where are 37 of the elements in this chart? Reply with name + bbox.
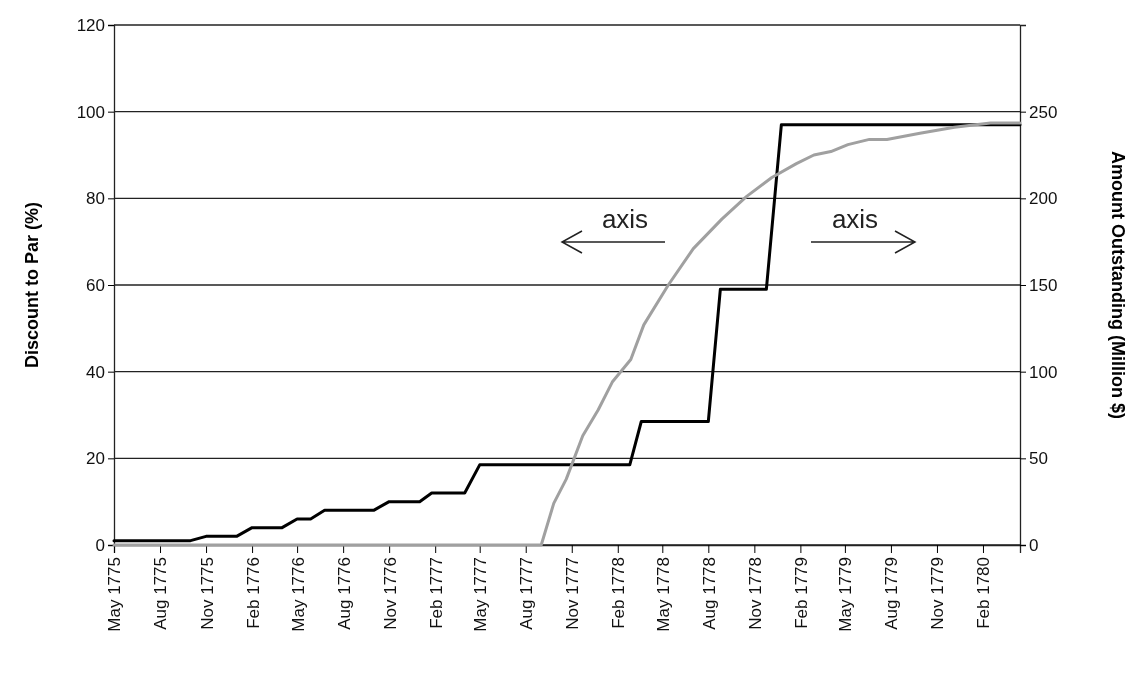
annotation: axis <box>831 204 879 234</box>
x-tick-label: Aug 1778 <box>699 557 719 630</box>
x-tick-label: Nov 1776 <box>380 557 400 630</box>
y-tick-label: 0 <box>95 535 105 555</box>
x-tick-label: Nov 1779 <box>928 557 948 630</box>
x-tick-label: May 1779 <box>836 557 856 632</box>
x-tick-label: May 1777 <box>471 557 491 632</box>
x-tick-label: Aug 1779 <box>882 557 902 630</box>
y-tick-label: 80 <box>86 189 105 209</box>
y2-tick-label: 250 <box>1029 102 1058 122</box>
y2-tick-label: 150 <box>1029 275 1058 295</box>
x-tick-label: Aug 1776 <box>334 557 354 630</box>
x-tick-label: Feb 1777 <box>426 557 446 629</box>
x-tick-label: Nov 1777 <box>563 557 583 630</box>
x-tick-label: Aug 1777 <box>517 557 537 630</box>
y2-tick-label: 50 <box>1029 449 1048 469</box>
x-tick-label: May 1775 <box>105 557 125 632</box>
x-tick-label: Feb 1780 <box>974 557 994 629</box>
x-tick-label: Nov 1775 <box>197 557 217 630</box>
y-axis-title: Discount to Par (%) <box>22 201 42 369</box>
x-tick-label: May 1778 <box>653 557 673 632</box>
y-tick-label: 40 <box>86 362 105 382</box>
y-tick-label: 60 <box>86 275 105 295</box>
x-tick-label: Aug 1775 <box>151 557 171 630</box>
y2-tick-label: 0 <box>1029 535 1039 555</box>
x-tick-label: Nov 1778 <box>745 557 765 630</box>
y2-axis-title: Amount Outstanding (Million $) <box>1108 151 1128 419</box>
y2-tick-label: 200 <box>1029 189 1058 209</box>
annotation: axis <box>601 204 649 234</box>
y2-tick-label: 100 <box>1029 362 1058 382</box>
x-tick-label: Feb 1779 <box>791 557 811 629</box>
x-tick-label: May 1776 <box>288 557 308 632</box>
y-tick-label: 20 <box>86 449 105 469</box>
x-tick-label: Feb 1778 <box>609 557 629 629</box>
y-tick-label: 120 <box>76 15 105 35</box>
y-tick-label: 100 <box>76 102 105 122</box>
x-tick-label: Feb 1776 <box>243 557 263 629</box>
